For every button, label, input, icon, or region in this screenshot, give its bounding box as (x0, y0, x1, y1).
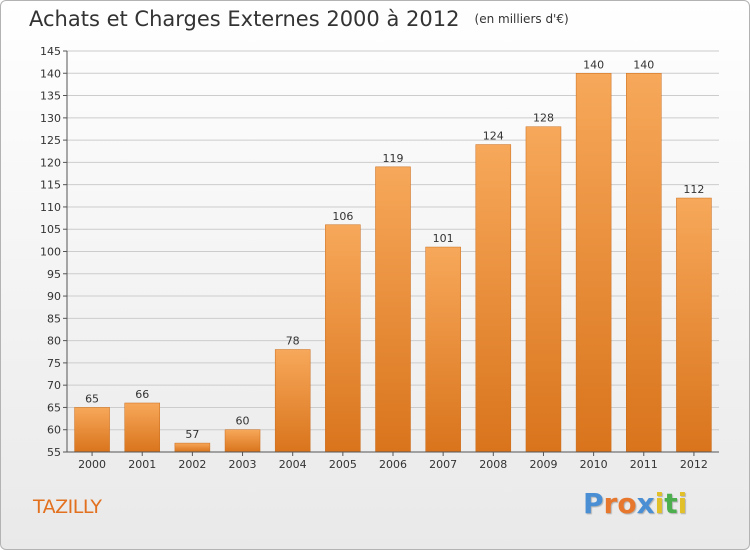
data-label: 112 (683, 183, 704, 196)
x-tick-label: 2011 (630, 458, 658, 471)
y-tick-label: 55 (47, 446, 61, 459)
data-label: 78 (286, 335, 300, 348)
bar (575, 73, 612, 453)
commune-name: TAZILLY (33, 496, 102, 518)
bar (475, 144, 512, 453)
y-tick-label: 70 (47, 379, 61, 392)
x-tick-label: 2012 (680, 458, 708, 471)
data-label: 66 (135, 388, 149, 401)
y-tick-label: 90 (47, 290, 61, 303)
y-tick-label: 80 (47, 335, 61, 348)
x-tick-label: 2009 (529, 458, 557, 471)
bar (74, 407, 110, 453)
y-tick-label: 100 (40, 246, 61, 259)
logo-letter: t (664, 487, 678, 520)
proxiti-logo[interactable]: Proxiti (583, 487, 687, 520)
y-tick-label: 115 (40, 179, 61, 192)
x-tick-label: 2000 (78, 458, 106, 471)
data-label: 124 (483, 130, 504, 143)
data-label: 65 (85, 392, 99, 405)
x-tick-label: 2010 (580, 458, 608, 471)
bar (325, 224, 361, 453)
logo-letter: i (654, 487, 665, 520)
data-label: 60 (236, 415, 250, 428)
x-tick-label: 2008 (479, 458, 507, 471)
data-label: 106 (332, 210, 353, 223)
bar (525, 126, 562, 453)
x-tick-label: 2003 (229, 458, 257, 471)
data-label: 57 (185, 428, 199, 441)
y-tick-label: 135 (40, 90, 61, 103)
bar (375, 166, 411, 453)
bar (124, 402, 160, 453)
y-tick-label: 140 (40, 67, 61, 80)
y-tick-label: 60 (47, 424, 61, 437)
chart-title: Achats et Charges Externes 2000 à 2012 (29, 7, 460, 31)
y-tick-label: 75 (47, 357, 61, 370)
x-tick-label: 2002 (178, 458, 206, 471)
data-label: 128 (533, 112, 554, 125)
y-tick-label: 85 (47, 312, 61, 325)
y-tick-label: 65 (47, 401, 61, 414)
logo-letter: i (677, 487, 688, 520)
x-tick-label: 2001 (128, 458, 156, 471)
x-tick-label: 2004 (279, 458, 307, 471)
data-label: 140 (633, 58, 654, 71)
logo-letter: o (617, 487, 637, 520)
bar (626, 73, 662, 453)
y-tick-label: 145 (40, 45, 61, 58)
chart-unit: (en milliers d'€) (474, 12, 569, 26)
title-row: Achats et Charges Externes 2000 à 2012 (… (29, 7, 569, 31)
logo-letter: P (583, 487, 604, 520)
logo-letter: r (603, 487, 618, 520)
y-tick-label: 130 (40, 112, 61, 125)
bar (224, 429, 261, 453)
data-label: 101 (433, 232, 454, 245)
logo-letter: x (636, 487, 655, 520)
y-tick-label: 125 (40, 134, 61, 147)
bar (274, 349, 311, 453)
bar (425, 246, 461, 453)
x-tick-label: 2007 (429, 458, 457, 471)
y-tick-label: 120 (40, 156, 61, 169)
y-tick-label: 105 (40, 223, 61, 236)
y-tick-label: 95 (47, 268, 61, 281)
bar (174, 442, 211, 453)
bar (676, 197, 712, 453)
data-label: 119 (383, 152, 404, 165)
x-tick-label: 2005 (329, 458, 357, 471)
y-tick-label: 110 (40, 201, 61, 214)
data-label: 140 (583, 58, 604, 71)
x-tick-label: 2006 (379, 458, 407, 471)
